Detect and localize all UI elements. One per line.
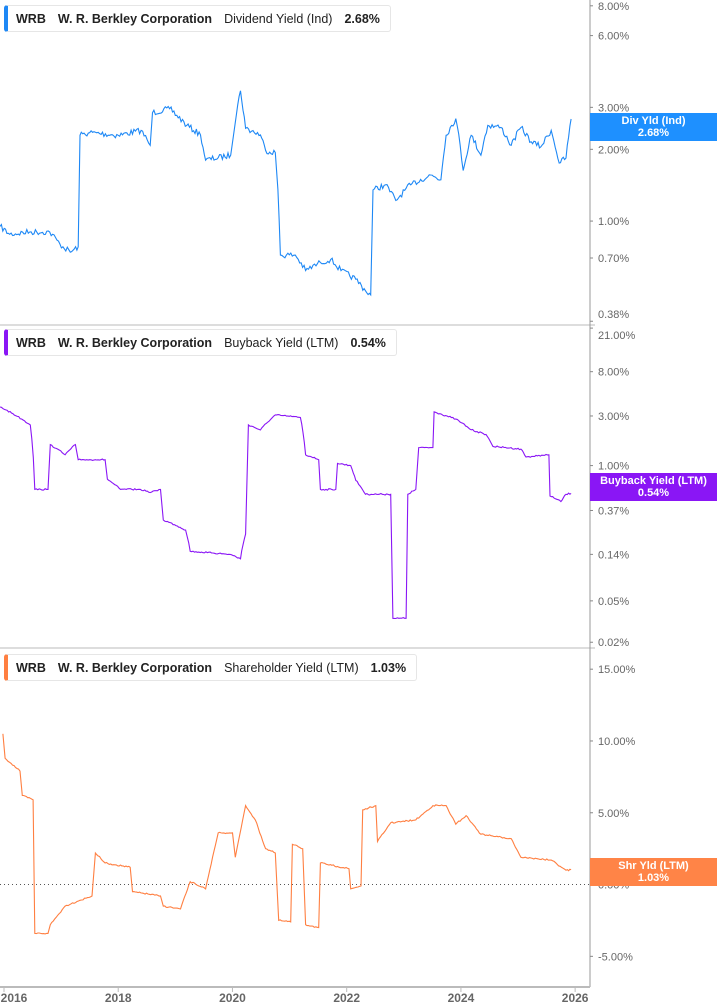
legend-value: 2.68% [344, 11, 380, 26]
y-tick-label: 2.00% [598, 144, 629, 156]
tag-label: Shr Yld (LTM) [618, 860, 689, 872]
legend-value: 0.54% [350, 335, 386, 350]
tag-label: Div Yld (Ind) [621, 115, 686, 127]
current-value-tag-dividend: Div Yld (Ind) 2.68% [590, 113, 717, 141]
legend-value: 1.03% [370, 660, 407, 675]
tag-label: Buyback Yield (LTM) [600, 475, 707, 487]
current-value-tag-buyback: Buyback Yield (LTM) 0.54% [590, 473, 717, 501]
y-tick-label: 15.00% [598, 664, 636, 676]
series-line-0 [0, 90, 572, 297]
y-tick-label: 6.00% [598, 31, 629, 43]
y-tick-label: 1.00% [598, 216, 629, 228]
legend-dividend-yield: WRB W. R. Berkley Corporation Dividend Y… [4, 5, 391, 32]
x-tick-label: 2018 [105, 991, 132, 1005]
y-tick-label: 5.00% [598, 808, 629, 820]
legend-company: W. R. Berkley Corporation [57, 660, 213, 675]
y-tick-label: 0.70% [598, 253, 629, 265]
y-tick-label: 0.02% [598, 637, 629, 649]
tag-value: 0.54% [637, 487, 670, 499]
legend-metric: Shareholder Yield (LTM) [224, 660, 359, 675]
y-tick-label: 3.00% [598, 102, 629, 114]
x-tick-label: 2016 [1, 991, 28, 1005]
y-tick-label: 0.05% [598, 596, 629, 608]
x-tick-label: 2022 [333, 991, 360, 1005]
legend-company: W. R. Berkley Corporation [57, 335, 213, 350]
y-tick-label: 0.37% [598, 505, 629, 517]
legend-metric: Dividend Yield (Ind) [224, 11, 333, 26]
x-tick-label: 2020 [219, 991, 246, 1005]
y-tick-label: 10.00% [598, 736, 636, 748]
legend-ticker: WRB [16, 11, 46, 26]
legend-metric: Buyback Yield (LTM) [224, 335, 339, 350]
legend-shareholder-yield: WRB W. R. Berkley Corporation Shareholde… [4, 654, 418, 681]
x-tick-label: 2024 [448, 991, 475, 1005]
y-tick-label: 0.38% [598, 309, 629, 321]
current-value-tag-shareholder: Shr Yld (LTM) 1.03% [590, 858, 717, 886]
series-line-1 [0, 406, 572, 620]
y-tick-label: -5.00% [598, 951, 633, 963]
y-tick-label: 8.00% [598, 367, 629, 379]
y-tick-label: 8.00% [598, 1, 629, 13]
series-line-2 [2, 733, 572, 935]
legend-ticker: WRB [16, 660, 46, 675]
tag-value: 1.03% [637, 872, 670, 884]
y-tick-label: 1.00% [598, 461, 629, 473]
x-tick-label: 2026 [562, 991, 589, 1005]
y-tick-label: 3.00% [598, 411, 629, 423]
legend-buyback-yield: WRB W. R. Berkley Corporation Buyback Yi… [4, 329, 397, 356]
y-tick-label: 0.14% [598, 549, 629, 561]
legend-ticker: WRB [16, 335, 46, 350]
tag-value: 2.68% [637, 127, 670, 139]
y-tick-label: 21.00% [598, 330, 636, 342]
legend-company: W. R. Berkley Corporation [57, 11, 213, 26]
